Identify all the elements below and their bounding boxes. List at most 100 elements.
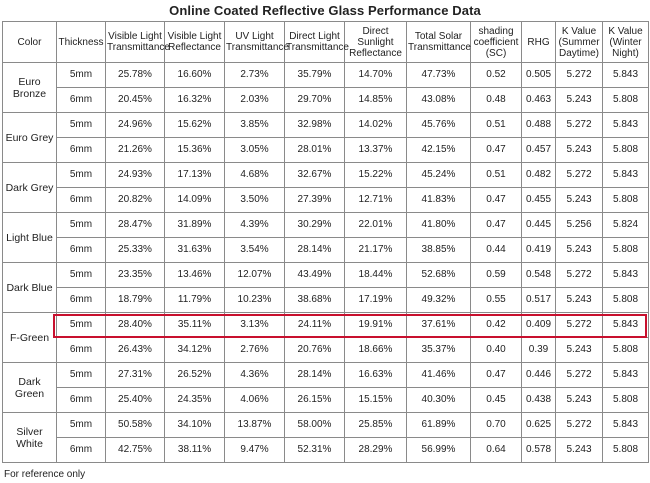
- table-cell: 26.52%: [164, 362, 225, 388]
- table-cell: 6mm: [56, 287, 106, 313]
- table-cell: 50.58%: [105, 412, 165, 438]
- table-cell: 5.272: [555, 112, 603, 138]
- table-cell: 5mm: [56, 262, 106, 288]
- table-cell: 16.60%: [164, 62, 225, 88]
- table-cell: 25.85%: [344, 412, 407, 438]
- table-row: 6mm 42.75% 38.11% 9.47% 52.31% 28.29% 56.99% 0.…: [3, 437, 649, 463]
- table-cell: 6mm: [56, 437, 106, 463]
- table-cell: 0.578: [521, 437, 556, 463]
- table-cell: 15.22%: [344, 162, 407, 188]
- header-visible-light-transmittance: Visible Light Transmittance: [105, 21, 170, 63]
- table-cell: 20.76%: [284, 337, 345, 363]
- table-cell: 18.44%: [344, 262, 407, 288]
- table-cell: 40.30%: [406, 387, 471, 413]
- table-cell: 0.51: [470, 112, 522, 138]
- header-visible-light-reflectance: Visible Light Reflectance: [164, 21, 225, 63]
- table-cell: 6mm: [56, 337, 106, 363]
- table-cell: 5.272: [555, 162, 603, 188]
- table-cell: 5.843: [602, 62, 649, 88]
- table-row: 6mm 20.82% 14.09% 3.50% 27.39% 12.71% 41.83% 0.…: [3, 187, 649, 213]
- table-row: Dark Grey 5mm 24.93% 17.13% 4.68% 32.67% 15.22…: [2, 162, 649, 213]
- table-cell: 5.243: [555, 187, 603, 213]
- table-cell: 21.17%: [344, 237, 407, 263]
- table-title: Online Coated Reflective Glass Performan…: [169, 3, 481, 18]
- table-cell: 5.808: [602, 87, 649, 113]
- table-row: F-Green 5mm 28.40% 35.11% 3.13% 24.11% 19.91% 3…: [2, 312, 649, 363]
- table-cell: 20.82%: [105, 187, 165, 213]
- table-cell: 15.36%: [164, 137, 225, 163]
- table-cell: 0.482: [521, 162, 556, 188]
- table-cell: 5.824: [602, 212, 649, 238]
- table-cell: 5.808: [602, 387, 649, 413]
- table-cell: 5.843: [602, 112, 649, 138]
- table-cell: 26.43%: [105, 337, 165, 363]
- table-cell: 3.13%: [224, 312, 285, 338]
- table-cell: 0.548: [521, 262, 556, 288]
- table-cell: 52.31%: [284, 437, 345, 463]
- table-cell: 34.10%: [164, 412, 225, 438]
- table-cell: 5mm: [56, 312, 106, 338]
- table-cell: 42.75%: [105, 437, 165, 463]
- table-cell: 0.488: [521, 112, 556, 138]
- table-cell: 0.47: [470, 212, 522, 238]
- table-cell: 35.79%: [284, 62, 345, 88]
- table-cell: 3.85%: [224, 112, 285, 138]
- table-row: Euro Bronze 5mm 25.78% 16.60% 2.73% 35.79% 14.…: [2, 62, 649, 113]
- table-cell: 5mm: [56, 412, 106, 438]
- table-cell: 31.89%: [164, 212, 225, 238]
- table-cell: 0.52: [470, 62, 522, 88]
- table-cell: 27.31%: [105, 362, 165, 388]
- table-cell: 61.89%: [406, 412, 471, 438]
- table-cell: 5.243: [555, 337, 603, 363]
- table-cell: 14.09%: [164, 187, 225, 213]
- table-cell: 5.808: [602, 187, 649, 213]
- footnote: For reference only: [4, 469, 86, 480]
- table-cell: 41.46%: [406, 362, 471, 388]
- table-cell: 24.96%: [105, 112, 165, 138]
- table-row: 6mm 26.43% 34.12% 2.76% 20.76% 18.66% 35.37% 0.…: [3, 337, 649, 363]
- table-cell: 3.05%: [224, 137, 285, 163]
- table-cell: 0.419: [521, 237, 556, 263]
- table-cell: 5.272: [555, 362, 603, 388]
- table-row: 6mm 21.26% 15.36% 3.05% 28.01% 13.37% 42.15% 0.…: [3, 137, 649, 163]
- table-cell: 0.64: [470, 437, 522, 463]
- table-cell: 9.47%: [224, 437, 285, 463]
- table-cell: 5.843: [602, 312, 649, 338]
- table-cell: 47.73%: [406, 62, 471, 88]
- table-cell: 0.47: [470, 187, 522, 213]
- table-cell: 5.843: [602, 262, 649, 288]
- table-cell: 24.35%: [164, 387, 225, 413]
- table-cell: 5mm: [56, 112, 106, 138]
- table-cell: 5.243: [555, 237, 603, 263]
- table-cell: 35.37%: [406, 337, 471, 363]
- header-direct-light-transmittance: Direct Light Transmittance: [284, 21, 349, 63]
- color-cell: Silver White: [2, 412, 57, 463]
- table-cell: 0.40: [470, 337, 522, 363]
- table-cell: 28.14%: [284, 237, 345, 263]
- table-cell: 0.47: [470, 137, 522, 163]
- table-cell: 28.40%: [105, 312, 165, 338]
- table-cell: 25.33%: [105, 237, 165, 263]
- table-cell: 41.83%: [406, 187, 471, 213]
- table-cell: 31.63%: [164, 237, 225, 263]
- table-cell: 5mm: [56, 212, 106, 238]
- table-cell: 24.11%: [284, 312, 345, 338]
- table-cell: 18.66%: [344, 337, 407, 363]
- table-cell: 38.68%: [284, 287, 345, 313]
- table-cell: 5.808: [602, 287, 649, 313]
- table-row: 6mm 25.33% 31.63% 3.54% 28.14% 21.17% 38.85% 0.…: [3, 237, 649, 263]
- table-cell: 42.15%: [406, 137, 471, 163]
- table-cell: 5.243: [555, 387, 603, 413]
- table-cell: 0.438: [521, 387, 556, 413]
- table-cell: 0.48: [470, 87, 522, 113]
- table-cell: 0.42: [470, 312, 522, 338]
- table-cell: 43.08%: [406, 87, 471, 113]
- table-cell: 41.80%: [406, 212, 471, 238]
- table-cell: 0.409: [521, 312, 556, 338]
- header-uv-light-transmittance: UV Light Transmittance: [224, 21, 289, 63]
- table-cell: 18.79%: [105, 287, 165, 313]
- table-cell: 5.243: [555, 287, 603, 313]
- table-cell: 0.517: [521, 287, 556, 313]
- table-cell: 0.445: [521, 212, 556, 238]
- header-total-solar-transmittance: Total Solar Transmittance: [406, 21, 471, 63]
